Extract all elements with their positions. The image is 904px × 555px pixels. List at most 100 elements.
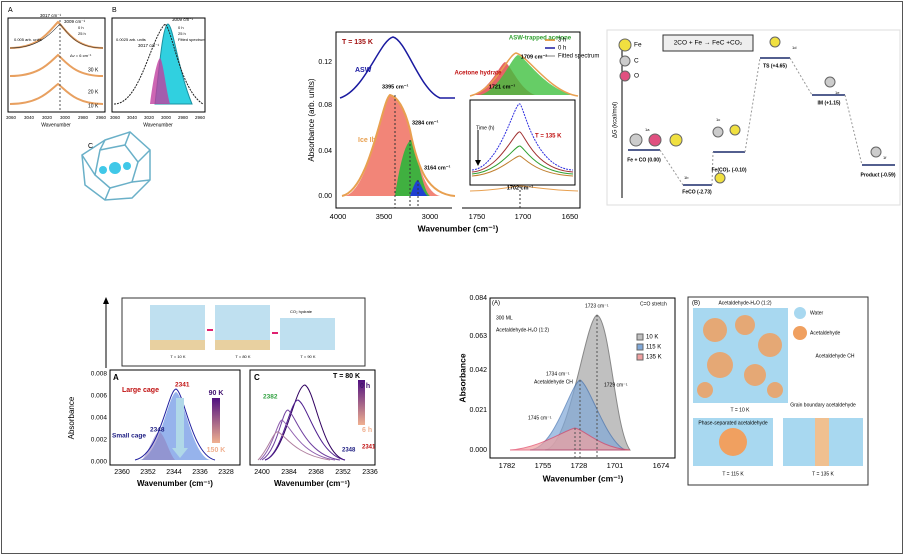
label: 6 h xyxy=(362,427,372,434)
tick-label: 0.042 xyxy=(469,367,487,374)
label: 90 K xyxy=(209,390,224,397)
label: 1f xyxy=(883,155,887,160)
label: 1729 cm⁻¹ xyxy=(604,382,628,388)
tick-label: 3020 xyxy=(42,115,53,120)
axis-label: Absorbance (arb. units) xyxy=(307,78,316,161)
bottom-right-graphics xyxy=(489,296,869,486)
label: Δν = 6 cm⁻¹ xyxy=(70,53,92,58)
label: T = 135 K xyxy=(342,39,373,46)
label: 0.0025 arb. units xyxy=(116,37,146,42)
axis-label: Wavenumber (cm⁻¹) xyxy=(418,223,499,233)
tick-label: 0.063 xyxy=(469,333,487,340)
label: 1745 cm⁻¹ xyxy=(528,415,552,421)
tick-label: 3020 xyxy=(144,115,155,120)
tick-label: 2336 xyxy=(362,469,378,476)
axis-label: Absorbance xyxy=(457,353,467,402)
label: C xyxy=(254,373,260,382)
label: Product (-0.59) xyxy=(860,172,895,178)
tick-label: 2980 xyxy=(178,115,189,120)
label: T = 10 K xyxy=(731,407,751,413)
label: Large cage xyxy=(122,387,159,394)
tick-label: 3000 xyxy=(161,115,172,120)
tick-label: 0.084 xyxy=(469,295,487,302)
label: 3009 cm⁻¹ xyxy=(64,19,86,24)
label: B xyxy=(112,7,117,14)
label: 0 h xyxy=(360,383,370,390)
label: A xyxy=(113,373,119,382)
tick-label: 3000 xyxy=(422,212,439,221)
label: C xyxy=(634,58,639,65)
label: 10 K xyxy=(646,335,658,341)
label: Water xyxy=(810,310,823,316)
tick-label: 0.006 xyxy=(91,393,108,400)
label: 30 K xyxy=(88,67,99,73)
label: 25 h xyxy=(178,31,186,36)
label: Fe xyxy=(634,42,642,49)
label: (A) xyxy=(492,301,500,307)
label: Small cage xyxy=(112,433,146,440)
bottom-left-graphics xyxy=(103,297,376,466)
label: ASW xyxy=(355,67,372,74)
label: C=O stretch xyxy=(640,301,667,307)
label: 300 ML xyxy=(496,315,513,321)
label: T = 10 K xyxy=(170,354,185,359)
label: 3395 cm⁻¹ xyxy=(382,83,409,90)
tick-label: 2328 xyxy=(218,469,234,476)
label: T = 90 K xyxy=(300,354,315,359)
tick-label: 2352 xyxy=(140,469,156,476)
tick-label: 2344 xyxy=(166,469,182,476)
label: Acetaldehyde-H₂O (1:2) xyxy=(718,300,771,306)
label: FeCO (-2.73) xyxy=(682,189,712,195)
tick-label: 0.08 xyxy=(318,102,332,109)
top-middle-graphics xyxy=(335,31,581,212)
axis-label: Wavenumber (cm⁻¹) xyxy=(543,473,624,483)
label: 2348 xyxy=(150,427,165,434)
tick-label: 2352 xyxy=(335,469,351,476)
tick-label: 2336 xyxy=(192,469,208,476)
tick-label: 2960 xyxy=(96,115,107,120)
tick-label: 2400 xyxy=(254,469,270,476)
label: T = 135 K xyxy=(812,471,834,477)
axis-label: Wavenumber (cm⁻¹) xyxy=(274,479,350,488)
label: Fitted spectrum xyxy=(558,54,599,60)
tick-label: 0.00 xyxy=(318,193,332,200)
label: 1d xyxy=(792,45,796,50)
tick-label: 1700 xyxy=(515,212,532,221)
tick-label: 4000 xyxy=(330,212,347,221)
label: Acetaldehyde CH xyxy=(816,353,855,359)
top-right-graphics xyxy=(606,29,901,206)
label: 3164 cm⁻¹ xyxy=(424,164,451,171)
tick-label: 2960 xyxy=(195,115,206,120)
label: 25 h xyxy=(78,31,86,36)
tick-label: 0.000 xyxy=(469,447,487,454)
label: Ice Ih xyxy=(358,137,376,144)
label: 1c xyxy=(716,117,720,122)
tick-label: 3040 xyxy=(24,115,35,120)
tick-label: 2384 xyxy=(281,469,297,476)
label: Fitted spectrum xyxy=(178,37,206,42)
label: TS (+4.65) xyxy=(763,63,787,69)
label: 135 K xyxy=(646,355,662,361)
tick-label: 0.002 xyxy=(91,437,108,444)
tick-label: 3060 xyxy=(6,115,17,120)
tick-label: 3060 xyxy=(110,115,121,120)
axis-label: ΔG (kcal/mol) xyxy=(613,102,619,138)
tick-label: 3000 xyxy=(60,115,71,120)
label: Wavenumber xyxy=(143,122,173,128)
label: ASW-trapped acetone xyxy=(509,36,572,42)
tick-label: 2360 xyxy=(114,469,130,476)
label: 1e xyxy=(835,90,840,95)
label: Time (h) xyxy=(476,125,495,131)
top-left-graphics xyxy=(7,17,206,201)
label: Fe + CO (0.00) xyxy=(627,157,661,163)
label: Acetone hydrate xyxy=(454,71,502,77)
tick-label: 1750 xyxy=(469,212,486,221)
tick-label: 1728 xyxy=(571,461,588,470)
label: 1b xyxy=(684,175,689,180)
label: 10 K xyxy=(88,103,99,109)
tick-label: 3500 xyxy=(376,212,393,221)
label: 3 h xyxy=(558,38,566,44)
label: 1709 cm⁻¹ xyxy=(521,53,548,60)
